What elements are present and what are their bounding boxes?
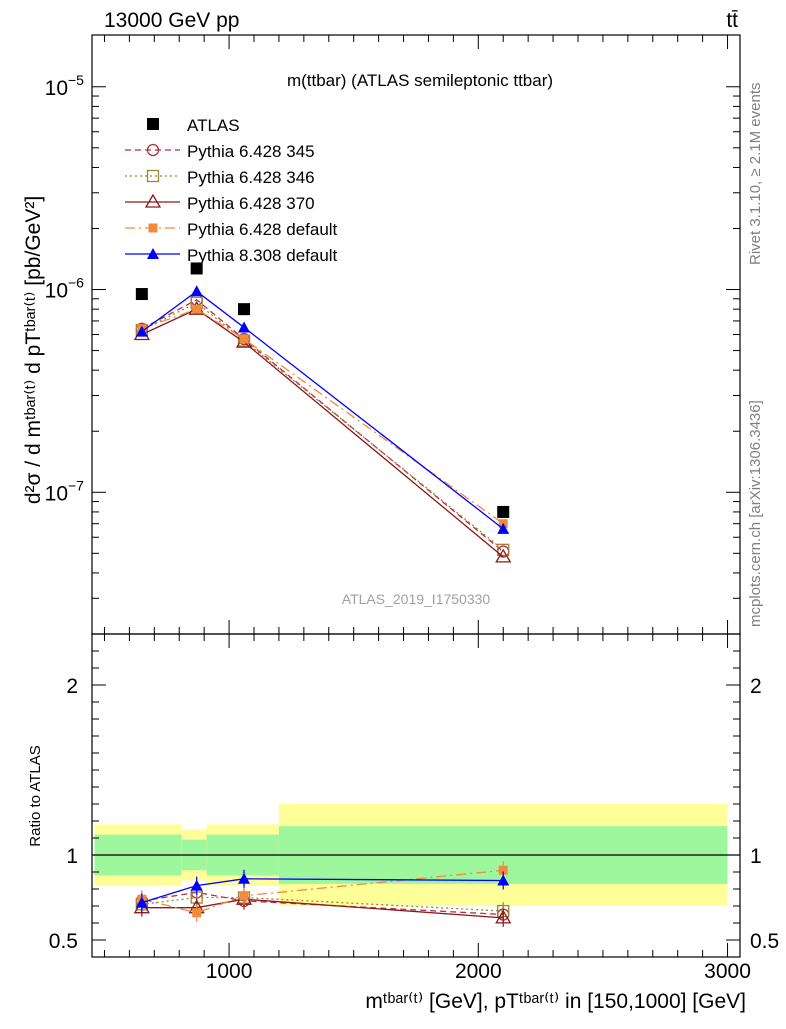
series-point-p8def-shape: [238, 321, 251, 333]
legend-marker-p8def: [147, 248, 159, 259]
series-point-p6def-shape: [239, 334, 249, 344]
ratio-point-p8def-shape: [135, 896, 148, 908]
ratio-point-p6def: [239, 891, 249, 901]
ratio-y-tick-label-right: 2: [750, 675, 762, 698]
y-tick-exponent: −5: [68, 72, 84, 88]
legend-marker-p370: [144, 193, 162, 208]
x-tick-label: 3000: [704, 960, 751, 983]
series-point-p8def: [135, 325, 148, 337]
atlas-data-point: [135, 288, 148, 301]
legend-label-p346: Pythia 6.428 346: [187, 168, 315, 187]
legend-marker-atlas-shape: [147, 118, 159, 130]
series-point-p6def-shape: [192, 304, 202, 314]
atlas-data-point-shape: [135, 288, 148, 301]
ratio-point-p6def: [192, 908, 202, 918]
legend-marker-p6def-shape: [148, 223, 158, 233]
series-point-p8def: [190, 285, 203, 297]
ratio-point-p8def: [135, 896, 148, 908]
legend-marker-p345: [146, 143, 160, 157]
y-tick-label: 10: [45, 77, 68, 100]
legend-marker-p6def: [148, 223, 158, 233]
atlas-data-point: [497, 505, 510, 518]
y-tick-exponent: −7: [68, 477, 84, 493]
series-line-p8def: [141, 290, 504, 530]
atlas-data-point: [190, 262, 203, 275]
ratio-point-p6def-shape: [498, 865, 508, 875]
ratio-point-p370: [495, 909, 512, 924]
plot-title: m(ttbar) (ATLAS semileptonic ttbar): [287, 71, 553, 90]
atlas-data-point-shape: [497, 505, 510, 518]
series-point-p6def: [239, 334, 249, 344]
ratio-y-tick-label-right: 0.5: [750, 930, 779, 953]
series-line-p6def: [141, 308, 504, 525]
legend-marker-atlas: [147, 118, 159, 130]
series-point-p8def-shape: [135, 325, 148, 337]
x-tick-label: 1000: [206, 960, 253, 983]
y-axis-label: d²σ / d mᵗᵇᵃʳ⁽ᵗ⁾ d pTᵗᵇᵃʳ⁽ᵗ⁾ [pb/GeV²]: [22, 196, 45, 504]
ratio-line-p345: [141, 891, 504, 916]
energy-label: 13000 GeV pp: [104, 9, 239, 32]
series-point-p6def: [192, 304, 202, 314]
ratio-line-p370: [141, 898, 504, 919]
ratio-point-p8def: [238, 872, 251, 884]
rivet-label: Rivet 3.1.10, ≥ 2.1M events: [747, 83, 764, 266]
ratio-point-p6def-shape: [192, 908, 202, 918]
legend-label-p8def: Pythia 8.308 default: [187, 246, 338, 265]
series-point-p370: [495, 548, 512, 563]
x-tick-label: 2000: [455, 960, 502, 983]
process-label: tt̄: [726, 9, 738, 32]
series-point-p8def-shape: [497, 522, 510, 534]
legend-marker-p345-shape: [146, 143, 160, 157]
y-tick-label: 10: [45, 280, 68, 303]
ratio-point-p8def: [497, 874, 510, 886]
ratio-point-p370-shape: [495, 909, 512, 924]
ratio-point-p8def-shape: [238, 872, 251, 884]
legend-label-p345: Pythia 6.428 345: [187, 142, 315, 161]
series-line-p345: [141, 299, 504, 553]
legend-label-p6def: Pythia 6.428 default: [187, 220, 338, 239]
ratio-y-tick-label: 0.5: [49, 930, 78, 953]
ratio-line-p6def: [141, 869, 504, 914]
ratio-y-axis-label: Ratio to ATLAS: [27, 745, 44, 846]
ratio-point-p6def-shape: [239, 891, 249, 901]
legend-marker-p8def-shape: [147, 248, 159, 259]
ratio-y-tick-label: 2: [66, 675, 78, 698]
ratio-y-tick-label: 1: [66, 845, 78, 868]
legend-label-atlas: ATLAS: [187, 116, 240, 135]
ratio-line-p8def: [141, 878, 504, 904]
series-point-p8def-shape: [190, 285, 203, 297]
ratio-point-p8def: [190, 879, 203, 891]
series-point-p8def: [497, 522, 510, 534]
legend-marker-p370-shape: [144, 193, 162, 208]
legend-marker-p346: [146, 169, 160, 183]
series-point-p8def: [238, 321, 251, 333]
y-tick-label: 10: [45, 482, 68, 505]
y-tick-exponent: −6: [68, 275, 84, 291]
analysis-id: ATLAS_2019_I1750330: [342, 591, 491, 607]
atlas-data-point-shape: [238, 303, 251, 316]
ratio-y-tick-label-right: 1: [750, 845, 762, 868]
series-line-p346: [141, 302, 504, 551]
series-line-p370: [141, 308, 504, 558]
atlas-data-point: [238, 303, 251, 316]
series-point-p346: [497, 543, 510, 557]
legend-marker-p346-shape: [146, 169, 160, 183]
atlas-data-point-shape: [190, 262, 203, 275]
mcplots-label: mcplots.cern.ch [arXiv:1306.3436]: [747, 400, 764, 627]
ratio-point-p6def: [498, 865, 508, 875]
x-axis-label: mᵗᵇᵃʳ⁽ᵗ⁾ [GeV], pTᵗᵇᵃʳ⁽ᵗ⁾ in [150,1000] …: [365, 990, 746, 1013]
ratio-point-p8def-shape: [190, 879, 203, 891]
series-point-p370-shape: [495, 548, 512, 563]
ratio-point-p8def-shape: [497, 874, 510, 886]
legend-label-p370: Pythia 6.428 370: [187, 194, 315, 213]
ratio-panel-frame: [91, 633, 741, 958]
series-point-p346-shape: [497, 543, 510, 557]
